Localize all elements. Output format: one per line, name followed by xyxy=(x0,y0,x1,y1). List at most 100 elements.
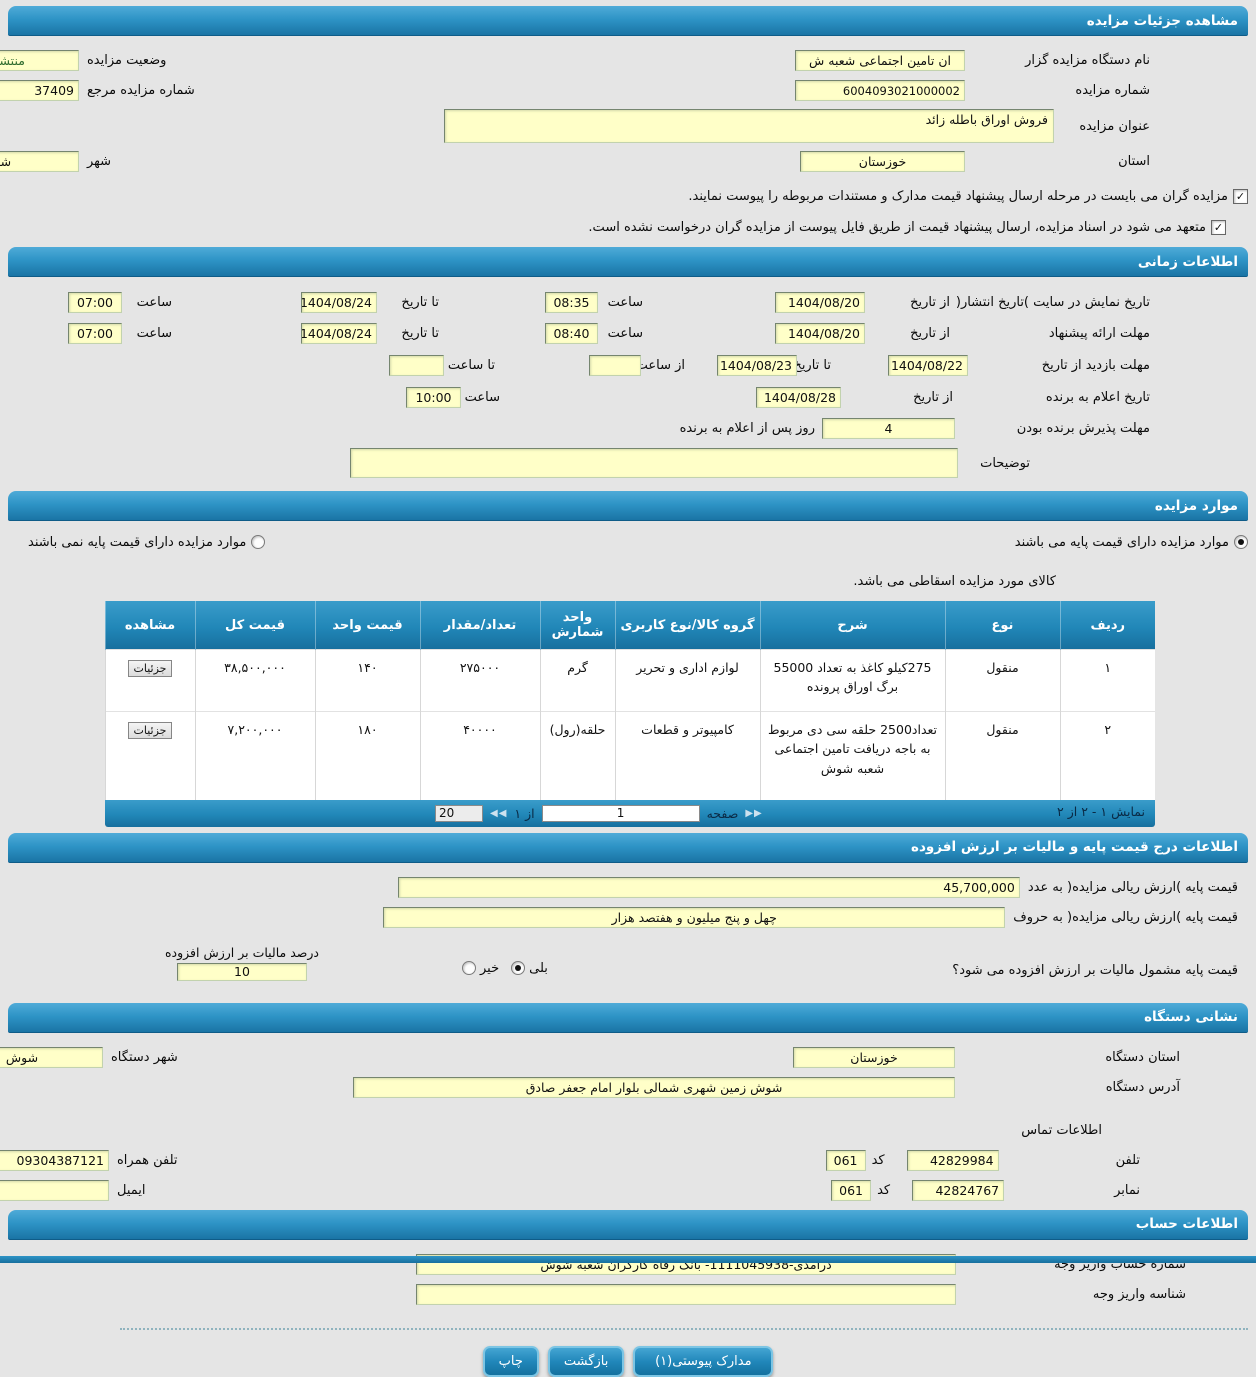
publish-from-date[interactable]: 1404/08/20 xyxy=(775,291,865,313)
col-quantity: تعداد/مقدار xyxy=(419,601,540,650)
vat-percent-field[interactable]: 10 xyxy=(177,962,307,981)
table-row: ۱ منقول 275کیلو کاغذ به تعداد 55000 برگ … xyxy=(104,649,1155,712)
publish-from-label: از تاریخ xyxy=(910,294,950,310)
winner-from-label: از تاریخ xyxy=(913,389,953,405)
section-header-time: اطلاعات زمانی xyxy=(8,247,1248,277)
phone-code-field[interactable]: 061 xyxy=(825,1149,866,1171)
base-price-numeric-field[interactable]: 45,700,000 xyxy=(397,876,1020,898)
price-section-title: اطلاعات درج قیمت پایه و مالیات بر ارزش ا… xyxy=(910,839,1238,855)
col-unit-price: قیمت واحد xyxy=(314,601,420,650)
vat-no-radio[interactable] xyxy=(462,961,476,975)
fax-field[interactable]: 42824767 xyxy=(912,1179,1005,1201)
pager-first-prev-icon[interactable]: ◀◀ xyxy=(490,807,508,819)
status-field[interactable]: منتشر شده xyxy=(0,50,79,71)
cell-type: منقول xyxy=(944,711,1060,800)
offer-from-date[interactable]: 1404/08/20 xyxy=(775,322,865,344)
back-button[interactable]: بازگشت xyxy=(547,1345,625,1377)
vat-yes-radio[interactable] xyxy=(511,961,526,975)
cell-unit-price: ۱۴۰ xyxy=(314,649,420,712)
base-price-words-field[interactable]: چهل و پنج میلیون و هفتصد هزار xyxy=(383,906,1006,928)
mobile-field[interactable]: 09304387121 xyxy=(0,1149,109,1171)
email-field[interactable] xyxy=(0,1179,109,1201)
pager-controls: 20 ◀◀ از ۱ 1 صفحه ▶▶ xyxy=(435,800,763,827)
cell-row-number: ۲ xyxy=(1059,711,1155,800)
cell-total-price: ۷,۲۰۰,۰۰۰ xyxy=(194,711,315,800)
device-name-label: نام دستگاه مزایده گزار xyxy=(1025,53,1150,68)
attach-docs-checkbox[interactable] xyxy=(1233,188,1248,204)
attach-docs-text: مزایده گران می بایست در مرحله ارسال پیشن… xyxy=(688,188,1228,204)
visit-to-label: تا تاریخ xyxy=(793,357,831,373)
visit-from-hour-field[interactable] xyxy=(589,354,641,376)
radio-with-base-price[interactable] xyxy=(1234,535,1248,549)
description-field[interactable] xyxy=(350,448,958,478)
publish-from-time[interactable]: 08:35 xyxy=(545,291,598,313)
auction-title-value: فروش اوراق باطله زائد xyxy=(925,112,1048,127)
scrap-note-row: کالای مورد مزایده اسقاطی می باشد. xyxy=(0,569,1256,593)
province-field[interactable]: خوزستان xyxy=(800,151,965,172)
offer-to-date[interactable]: 1404/08/24 xyxy=(301,322,377,344)
section-header-main: مشاهده جزئیات مزایده xyxy=(8,6,1248,36)
publish-from-hour-label: ساعت xyxy=(607,294,643,310)
offer-from-hour-label: ساعت xyxy=(607,325,643,341)
address-section-title: نشانی دستگاه xyxy=(1144,1009,1238,1025)
device-province-field[interactable]: خوزستان xyxy=(793,1046,955,1068)
device-city-field[interactable]: شوش xyxy=(0,1046,103,1068)
accept-days-field[interactable]: 4 xyxy=(822,417,955,439)
visit-to-date[interactable]: 1404/08/23 xyxy=(717,354,797,376)
details-button[interactable]: جزئیات xyxy=(127,660,173,677)
visit-to-hour-field[interactable] xyxy=(389,354,444,376)
base-price-words-label: قیمت پایه )ارزش ریالی مزایده( به حروف xyxy=(1013,909,1238,925)
col-view: مشاهده xyxy=(104,601,195,650)
ref-number-group: شماره مزایده مرجع 37409 xyxy=(0,80,195,101)
winner-time-field[interactable]: 10:00 xyxy=(406,386,461,408)
publish-to-hour-label: ساعت xyxy=(136,294,172,310)
page-number-input[interactable]: 1 xyxy=(541,804,700,822)
auction-title-label: عنوان مزایده xyxy=(1079,118,1150,134)
cell-quantity: ۴۰۰۰۰ xyxy=(419,711,540,800)
phone-field[interactable]: 42829984 xyxy=(906,1149,999,1171)
radio-without-group: موارد مزایده دارای قیمت پایه نمی باشند xyxy=(28,535,266,550)
time-section-title: اطلاعات زمانی xyxy=(1137,253,1238,270)
col-row-number: ردیف xyxy=(1059,601,1155,650)
attachments-button[interactable]: مدارک پیوستی(۱) xyxy=(633,1345,774,1377)
section-header-price: اطلاعات درج قیمت پایه و مالیات بر ارزش ا… xyxy=(8,832,1248,863)
city-field[interactable]: شوش xyxy=(0,151,79,172)
offer-to-time[interactable]: 07:00 xyxy=(68,322,122,344)
bottom-frame xyxy=(0,1256,1256,1263)
fax-code-field[interactable]: 061 xyxy=(831,1179,872,1201)
account-section-title: اطلاعات حساب xyxy=(1135,1216,1238,1232)
vat-yes-label: بلی xyxy=(529,960,548,976)
radio-without-base-price[interactable] xyxy=(251,535,266,549)
auction-number-field[interactable]: 6004093021000002 xyxy=(795,80,965,101)
publish-to-time[interactable]: 07:00 xyxy=(68,291,122,313)
city-label: شهر xyxy=(87,154,112,169)
time-form: تاریخ نمایش در سایت )تاریخ انتشار( از تا… xyxy=(0,277,1256,485)
publish-to-date[interactable]: 1404/08/24 xyxy=(301,291,377,313)
publish-to-label: تا تاریخ xyxy=(401,294,439,310)
details-button[interactable]: جزئیات xyxy=(127,722,173,739)
cell-unit-price: ۱۸۰ xyxy=(314,711,420,800)
visit-from-date[interactable]: 1404/08/22 xyxy=(888,354,968,376)
device-address-field[interactable]: شوش زمین شهری شمالی بلوار امام جعفر صادق xyxy=(353,1076,955,1098)
auction-title-field[interactable]: فروش اوراق باطله زائد xyxy=(444,109,1054,143)
deposit-id-field[interactable] xyxy=(416,1283,956,1305)
table-row: ۲ منقول تعداد2500 حلقه سی دی مربوط به با… xyxy=(104,711,1155,800)
ref-number-field[interactable]: 37409 xyxy=(0,80,79,101)
accept-deadline-label: مهلت پذیرش برنده بودن xyxy=(1016,420,1150,436)
vat-percent-label: درصد مالیات بر ارزش افزوده xyxy=(164,944,319,960)
page-size-select[interactable]: 20 xyxy=(435,804,483,822)
winner-from-date[interactable]: 1404/08/28 xyxy=(756,386,841,408)
device-name-field[interactable]: ان تامین اجتماعی شعبه ش xyxy=(795,50,965,71)
city-group: شهر شوش xyxy=(0,151,111,172)
commit-checkbox[interactable] xyxy=(1211,219,1226,235)
device-city-group: شهر دستگاه شوش xyxy=(0,1046,178,1068)
offer-from-time[interactable]: 08:40 xyxy=(545,322,598,344)
print-button[interactable]: چاپ xyxy=(482,1345,539,1377)
device-city-label: شهر دستگاه xyxy=(111,1049,178,1065)
visit-deadline-label: مهلت بازدید از تاریخ xyxy=(1041,357,1150,373)
pager-of-label: از ۱ xyxy=(514,805,535,821)
device-province-label: استان دستگاه xyxy=(1105,1049,1180,1065)
pager-next-last-icon[interactable]: ▶▶ xyxy=(745,807,763,819)
attach-docs-row: مزایده گران می بایست در مرحله ارسال پیشن… xyxy=(0,182,1256,210)
base-price-numeric-label: قیمت پایه )ارزش ریالی مزایده( به عدد xyxy=(1027,879,1238,895)
